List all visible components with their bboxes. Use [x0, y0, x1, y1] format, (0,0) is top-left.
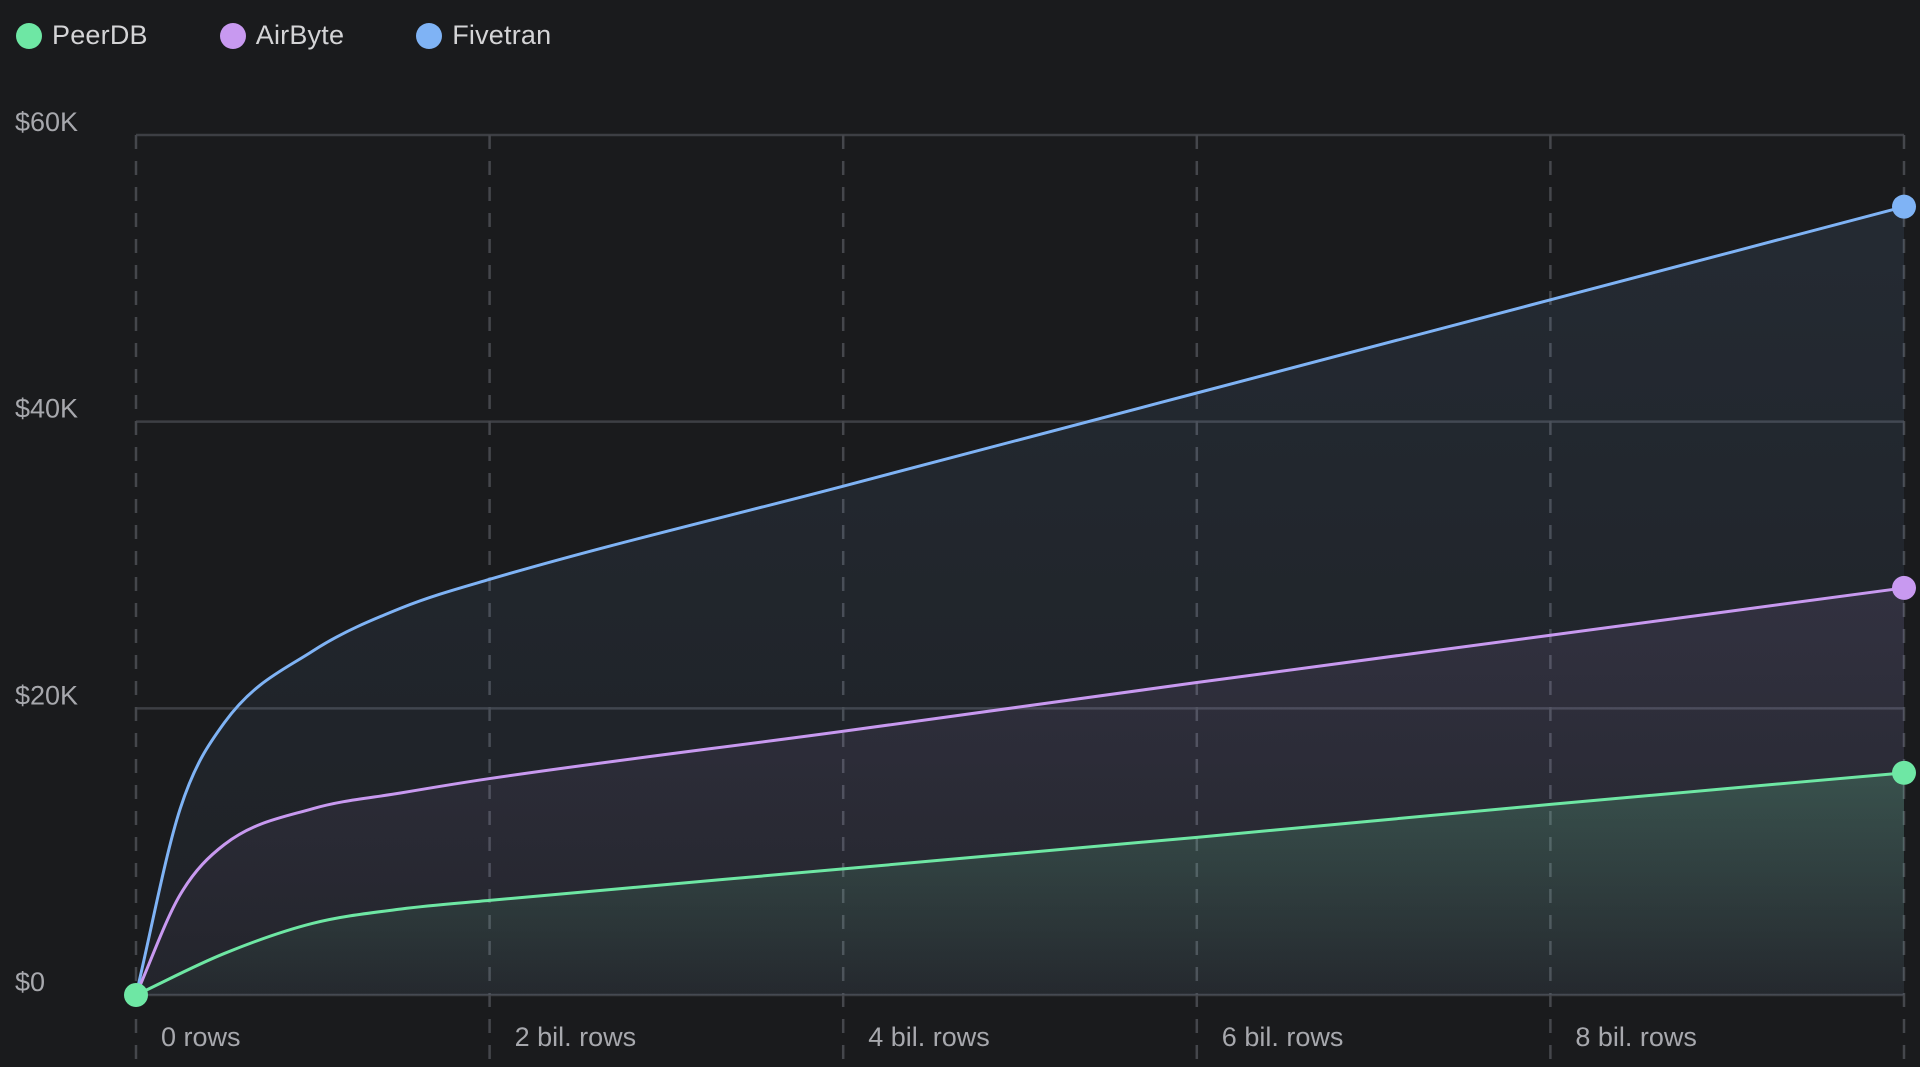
legend-item-airbyte[interactable]: AirByte: [219, 20, 345, 51]
legend-label-peerdb: PeerDB: [52, 20, 148, 50]
legend-dot-peerdb: [16, 22, 42, 49]
legend-dot-fivetran: [416, 22, 443, 49]
legend-dot-airbyte: [219, 22, 246, 49]
x-tick-label: 6 bil. rows: [1222, 1022, 1344, 1052]
peerdb-line: [134, 771, 1906, 997]
legend-item-peerdb[interactable]: PeerDB: [16, 20, 148, 51]
legend-label-airbyte: AirByte: [255, 20, 345, 50]
y-tick-label: $20K: [15, 680, 78, 710]
airbyte-end-point: [1892, 575, 1916, 600]
fivetran-line: [134, 205, 1906, 997]
fivetran-end-point: [1892, 194, 1916, 219]
chart-legend: PeerDB AirByte Fivetran: [16, 20, 551, 51]
peerdb-area: [136, 772, 1904, 995]
x-tick-label: 0 rows: [161, 1022, 241, 1052]
legend-item-fivetran[interactable]: Fivetran: [416, 20, 551, 51]
x-tick-label: 4 bil. rows: [868, 1022, 990, 1052]
x-tick-label: 8 bil. rows: [1575, 1022, 1697, 1052]
y-tick-label: $60K: [15, 107, 78, 137]
peerdb-end-point: [1892, 760, 1916, 785]
legend-label-fivetran: Fivetran: [452, 20, 552, 50]
y-tick-label: $0: [15, 967, 45, 997]
y-tick-label: $40K: [15, 394, 78, 424]
x-tick-label: 2 bil. rows: [515, 1022, 637, 1052]
airbyte-line: [134, 586, 1906, 997]
peerdb-start-point: [124, 983, 148, 1007]
